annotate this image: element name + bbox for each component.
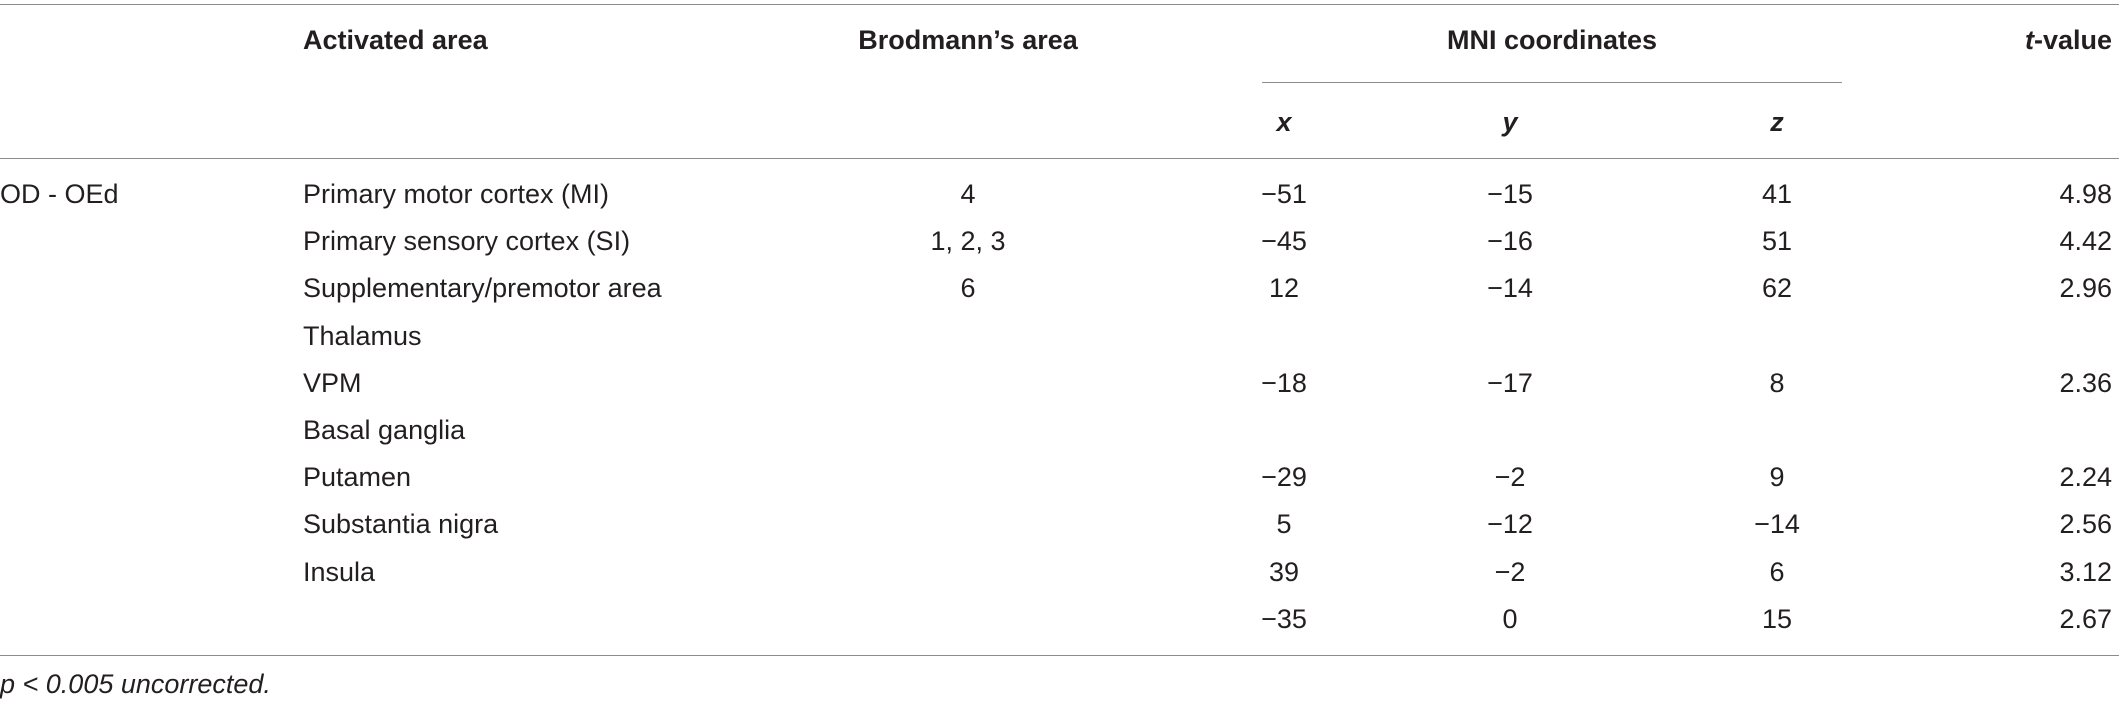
cell-area: VPM <box>303 367 362 398</box>
header-y: y <box>1502 107 1518 137</box>
cell-t-value: 2.56 <box>2059 509 2112 540</box>
cell-z: 6 <box>1769 556 1785 587</box>
cell-brodmann: 6 <box>960 273 976 304</box>
cell-t-value: 4.98 <box>2059 179 2112 209</box>
cell-brodmann: 4 <box>960 179 976 209</box>
header-brodmann: Brodmann’s area <box>858 25 1078 55</box>
footnote: p < 0.005 uncorrected. <box>0 669 271 699</box>
cell-y: −2 <box>1494 462 1526 493</box>
cell-z: 15 <box>1761 603 1793 634</box>
header-x: x <box>1276 107 1292 137</box>
cell-y: 0 <box>1502 603 1518 634</box>
cell-t-value: 2.96 <box>2059 273 2112 304</box>
cell-z: 51 <box>1761 226 1793 257</box>
cell-z: −14 <box>1754 509 1800 540</box>
header-t-italic: t <box>2024 25 2034 55</box>
cell-z: 41 <box>1761 179 1793 209</box>
cell-y: −17 <box>1487 367 1533 398</box>
cell-x: −45 <box>1261 226 1307 257</box>
header-mni: MNI coordinates <box>1446 25 1658 55</box>
cell-x: −35 <box>1261 603 1307 634</box>
header-t-value: t-value <box>2025 24 2112 56</box>
cell-area: Basal ganglia <box>303 415 466 445</box>
cell-area: Putamen <box>303 462 412 493</box>
cell-x: 5 <box>1276 509 1292 540</box>
cell-z: 62 <box>1761 273 1793 304</box>
cell-y: −12 <box>1487 509 1533 540</box>
header-bottom-rule <box>0 158 2119 159</box>
header-activated-area: Activated area <box>303 25 488 55</box>
table-top-rule <box>0 4 2119 5</box>
cell-y: −2 <box>1494 556 1526 587</box>
cell-brodmann: 1, 2, 3 <box>930 226 1006 257</box>
cell-y: −15 <box>1487 179 1533 209</box>
header-z: z <box>1770 107 1784 137</box>
header-t-suffix: -value <box>2033 25 2112 55</box>
mni-header-rule <box>1262 82 1842 83</box>
cell-t-value: 3.12 <box>2059 556 2112 587</box>
cell-t-value: 2.67 <box>2059 603 2112 634</box>
cell-x: 39 <box>1268 556 1300 587</box>
cell-x: 12 <box>1268 273 1300 304</box>
cell-z: 9 <box>1769 462 1785 493</box>
cell-y: −14 <box>1487 273 1533 304</box>
cell-x: −29 <box>1261 462 1307 493</box>
group-label: OD - OEd <box>0 179 119 209</box>
table-bottom-rule <box>0 655 2119 656</box>
cell-area: Thalamus <box>303 320 422 351</box>
cell-z: 8 <box>1769 367 1785 398</box>
cell-x: −51 <box>1261 179 1307 209</box>
cell-area: Substantia nigra <box>303 509 499 540</box>
cell-area: Insula <box>303 556 376 587</box>
cell-y: −16 <box>1487 226 1533 257</box>
cell-x: −18 <box>1261 367 1307 398</box>
cell-t-value: 2.36 <box>2059 367 2112 398</box>
cell-area: Primary sensory cortex (SI) <box>303 226 631 257</box>
cell-t-value: 2.24 <box>2059 462 2112 493</box>
cell-area: Primary motor cortex (MI) <box>303 179 610 209</box>
cell-area: Supplementary/premotor area <box>303 273 662 304</box>
cell-t-value: 4.42 <box>2059 226 2112 257</box>
